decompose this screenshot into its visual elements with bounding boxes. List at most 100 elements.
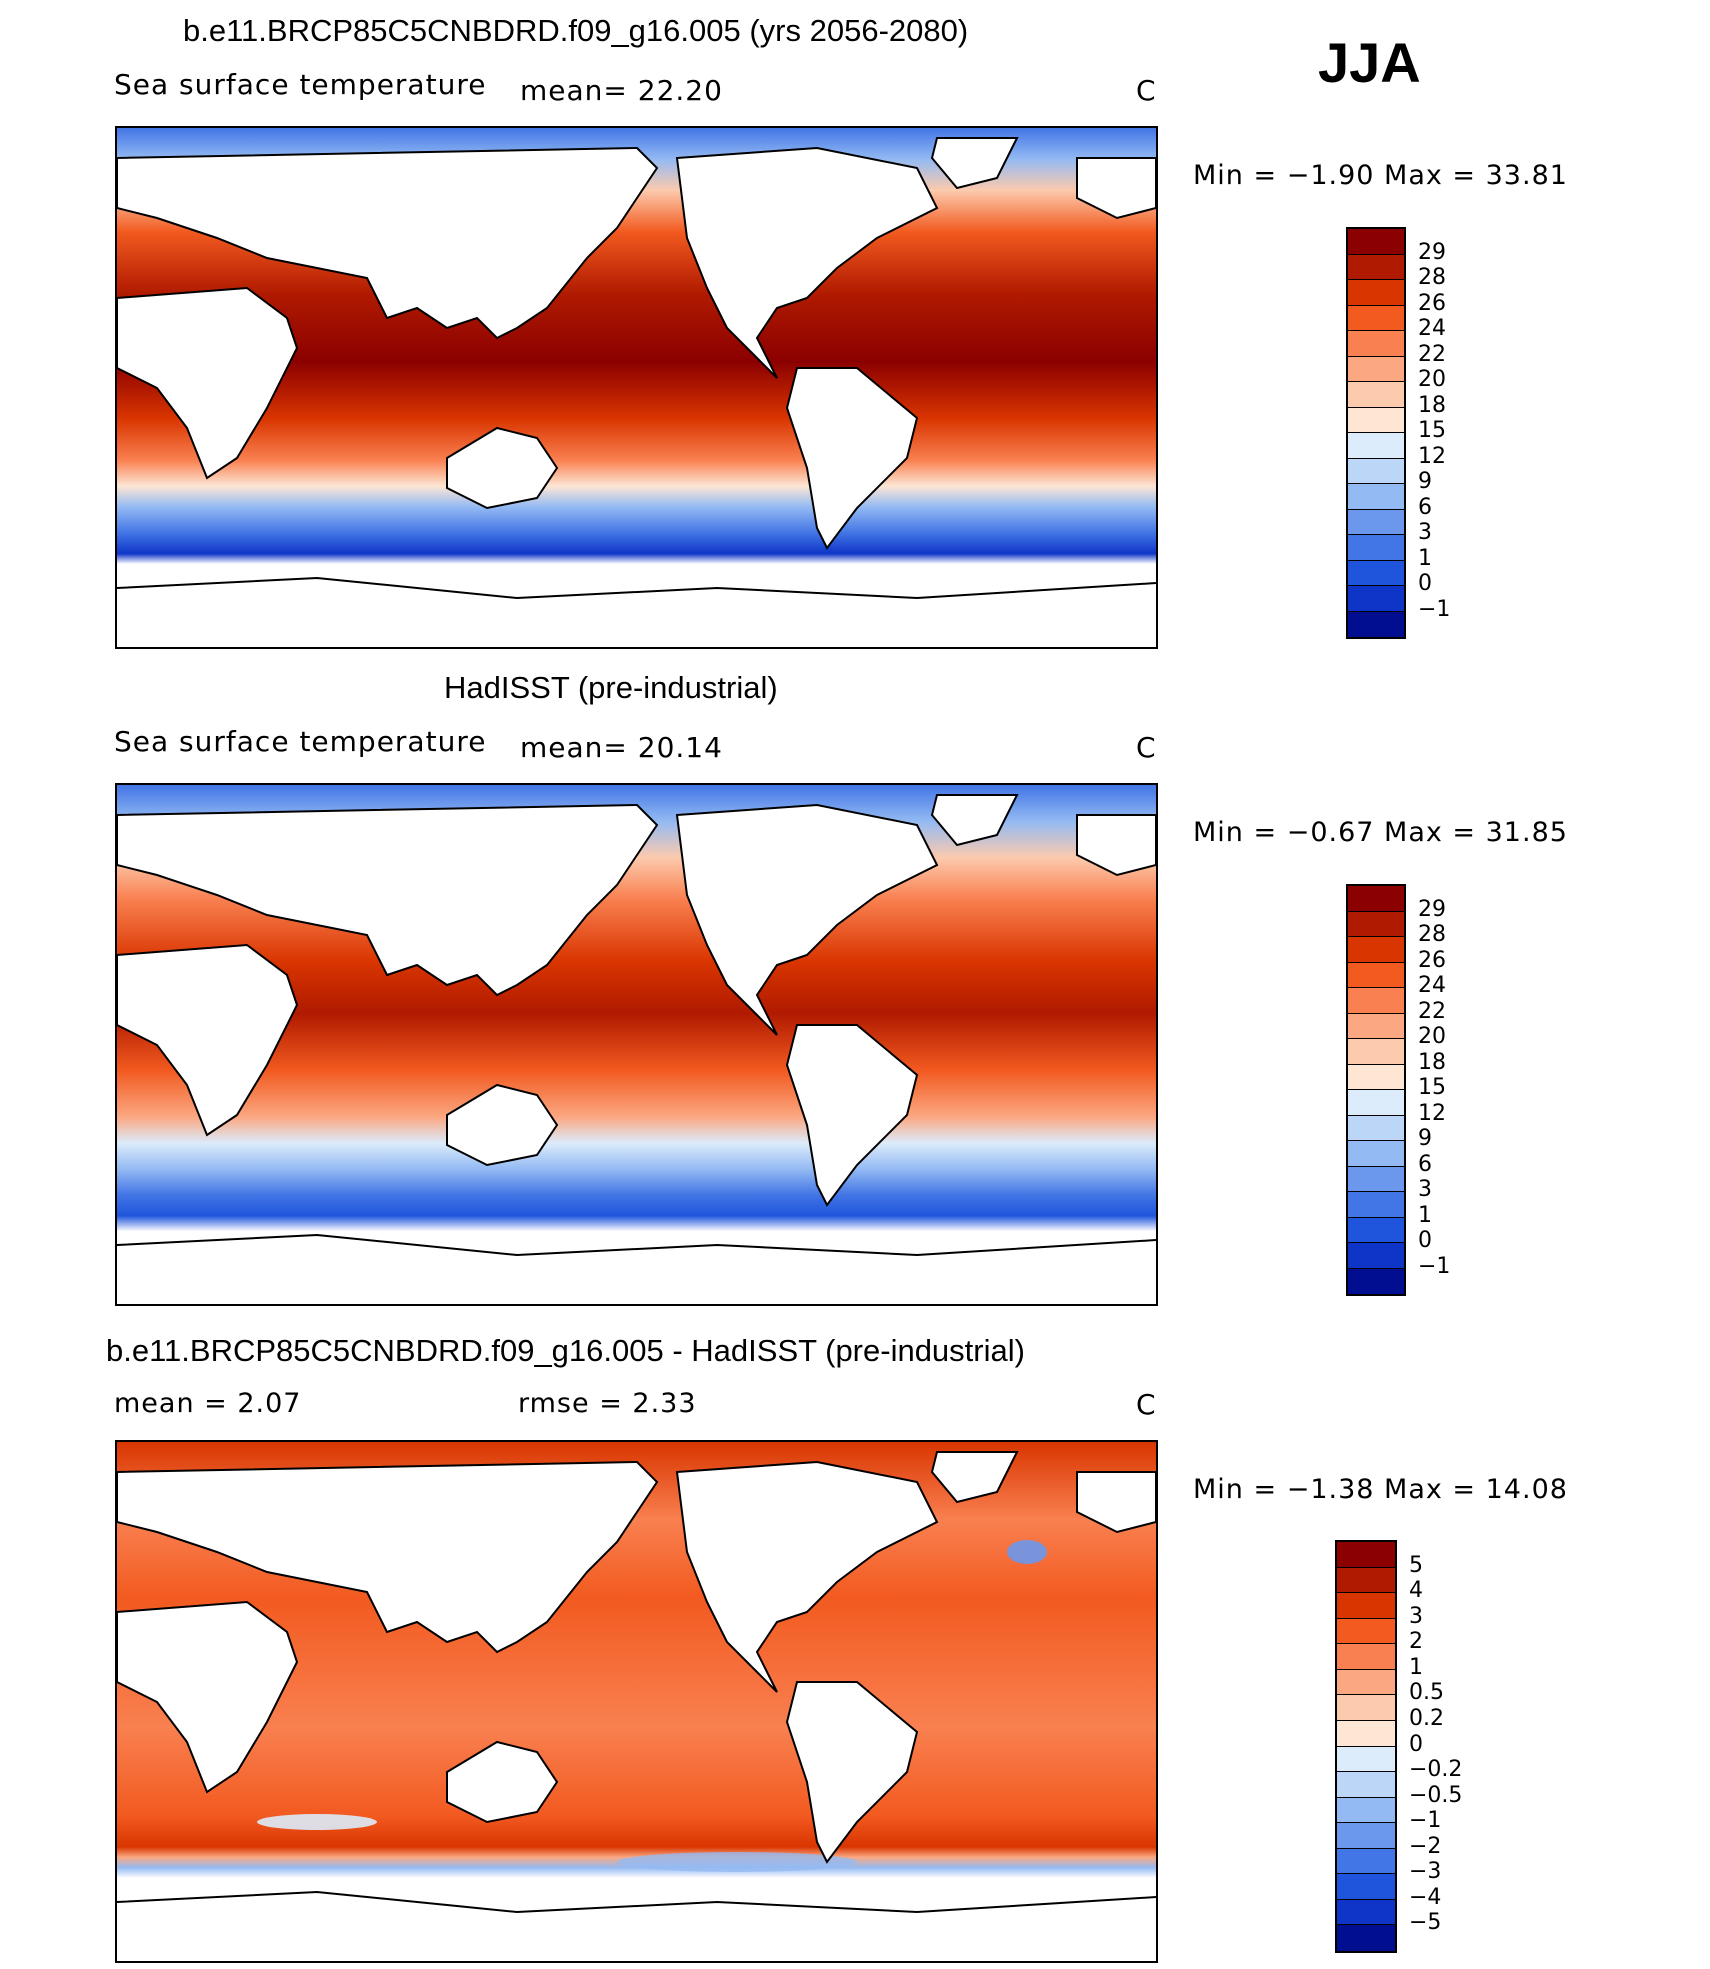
colorbar-swatch: [1348, 382, 1404, 408]
panel-diff-minmax-label: Min = −1.38 Max = 14.08: [1193, 1474, 1568, 1505]
colorbar-tick-label: 12: [1418, 443, 1446, 469]
colorbar-tick-label: 15: [1418, 418, 1446, 443]
colorbar-tick-label: −0.2: [1409, 1757, 1463, 1783]
colorbar-tick-label: 12: [1418, 1100, 1446, 1126]
colorbar-swatch: [1348, 1064, 1404, 1090]
colorbar-tick-label: 5: [1409, 1552, 1423, 1578]
colorbar-tick-label: 0: [1409, 1731, 1423, 1757]
colorbar-tick-label: 28: [1418, 265, 1446, 290]
colorbar-tick-label: 18: [1418, 1049, 1446, 1075]
colorbar-swatch: [1348, 331, 1404, 357]
colorbar-swatch: [1348, 229, 1404, 255]
colorbar-swatch: [1348, 407, 1404, 433]
panel-obs-colorbar: [1346, 884, 1406, 1296]
colorbar-swatch: [1348, 586, 1404, 612]
panel-diff-map-canvas: [117, 1442, 1156, 1961]
colorbar-tick-label: −1: [1418, 596, 1451, 622]
colorbar-swatch: [1348, 1166, 1404, 1192]
colorbar-tick-label: −1: [1418, 1253, 1451, 1279]
colorbar-swatch: [1348, 1268, 1404, 1294]
colorbar-swatch: [1348, 1141, 1404, 1167]
colorbar-swatch: [1348, 1013, 1404, 1039]
colorbar-tick-label: 24: [1418, 973, 1446, 998]
panel-diff-title: b.e11.BRCP85C5CNBDRD.f09_g16.005 - HadIS…: [106, 1333, 1025, 1368]
colorbar-swatch: [1348, 988, 1404, 1014]
colorbar-swatch: [1348, 1039, 1404, 1065]
colorbar-swatch: [1348, 937, 1404, 963]
colorbar-tick-label: 22: [1418, 341, 1446, 367]
colorbar-swatch: [1348, 1115, 1404, 1141]
panel-obs-units-label: C: [1136, 731, 1157, 764]
panel-obs-mean-label: mean= 20.14: [520, 731, 723, 764]
colorbar-swatch: [1348, 911, 1404, 937]
colorbar-swatch: [1348, 356, 1404, 382]
colorbar-swatch: [1337, 1644, 1395, 1670]
colorbar-swatch: [1337, 1720, 1395, 1747]
colorbar-tick-label: −2: [1409, 1833, 1442, 1859]
panel-model-colorbar: [1346, 227, 1406, 639]
colorbar-swatch: [1337, 1874, 1395, 1900]
colorbar-tick-label: 0: [1418, 571, 1432, 596]
colorbar-tick-label: −4: [1409, 1884, 1442, 1910]
colorbar-tick-label: 24: [1418, 316, 1446, 341]
colorbar-swatch: [1337, 1695, 1395, 1721]
panel-model-map-canvas: [117, 128, 1156, 647]
colorbar-swatch: [1348, 305, 1404, 331]
panel-obs-map: [115, 783, 1158, 1306]
colorbar-swatch: [1337, 1567, 1395, 1594]
colorbar-tick-label: 9: [1418, 1126, 1432, 1151]
panel-diff-rmse-label: rmse = 2.33: [518, 1388, 697, 1419]
colorbar-swatch: [1337, 1542, 1395, 1568]
panel-obs-map-canvas: [117, 785, 1156, 1304]
colorbar-swatch: [1337, 1899, 1395, 1926]
colorbar-swatch: [1337, 1848, 1395, 1875]
colorbar-tick-label: 3: [1409, 1603, 1423, 1629]
panel-model-title: b.e11.BRCP85C5CNBDRD.f09_g16.005 (yrs 20…: [183, 13, 969, 48]
colorbar-tick-label: −5: [1409, 1910, 1442, 1936]
colorbar-swatch: [1337, 1772, 1395, 1798]
colorbar-swatch: [1337, 1618, 1395, 1645]
colorbar-tick-label: 28: [1418, 922, 1446, 947]
colorbar-tick-label: 1: [1418, 545, 1432, 571]
colorbar-swatch: [1348, 560, 1404, 586]
colorbar-swatch: [1348, 611, 1404, 637]
colorbar-swatch: [1348, 280, 1404, 306]
panel-obs-minmax-label: Min = −0.67 Max = 31.85: [1193, 817, 1568, 848]
colorbar-swatch: [1348, 962, 1404, 988]
colorbar-tick-label: 20: [1418, 1024, 1446, 1049]
panel-diff-colorbar: [1335, 1540, 1397, 1953]
colorbar-swatch: [1348, 1243, 1404, 1269]
panel-diff-map: [115, 1440, 1158, 1963]
panel-model-units-label: C: [1136, 74, 1157, 107]
colorbar-tick-label: 3: [1418, 520, 1432, 545]
colorbar-swatch: [1348, 535, 1404, 561]
colorbar-tick-label: 0.5: [1409, 1680, 1444, 1706]
colorbar-swatch: [1348, 886, 1404, 912]
colorbar-tick-label: 1: [1409, 1654, 1423, 1680]
colorbar-swatch: [1337, 1797, 1395, 1824]
colorbar-tick-label: 6: [1418, 1151, 1432, 1177]
colorbar-swatch: [1348, 484, 1404, 510]
colorbar-tick-label: 26: [1418, 947, 1446, 973]
colorbar-swatch: [1348, 1090, 1404, 1116]
colorbar-swatch: [1348, 433, 1404, 459]
colorbar-tick-label: 18: [1418, 392, 1446, 418]
colorbar-tick-label: 9: [1418, 469, 1432, 494]
colorbar-tick-label: 2: [1409, 1629, 1423, 1655]
colorbar-tick-label: 3: [1418, 1177, 1432, 1202]
panel-obs-title: HadISST (pre-industrial): [444, 670, 778, 705]
colorbar-tick-label: 15: [1418, 1075, 1446, 1100]
panel-diff-units-label: C: [1136, 1388, 1157, 1421]
panel-model-minmax-label: Min = −1.90 Max = 33.81: [1193, 160, 1568, 191]
colorbar-tick-label: 26: [1418, 290, 1446, 316]
season-label: JJA: [1318, 31, 1421, 94]
colorbar-tick-label: 1: [1418, 1202, 1432, 1228]
colorbar-tick-label: 22: [1418, 998, 1446, 1024]
colorbar-tick-label: 20: [1418, 367, 1446, 392]
colorbar-tick-label: 29: [1418, 896, 1446, 922]
colorbar-tick-label: 0: [1418, 1228, 1432, 1253]
colorbar-swatch: [1348, 1192, 1404, 1218]
colorbar-swatch: [1337, 1925, 1395, 1951]
colorbar-tick-label: 6: [1418, 494, 1432, 520]
panel-model-map: [115, 126, 1158, 649]
